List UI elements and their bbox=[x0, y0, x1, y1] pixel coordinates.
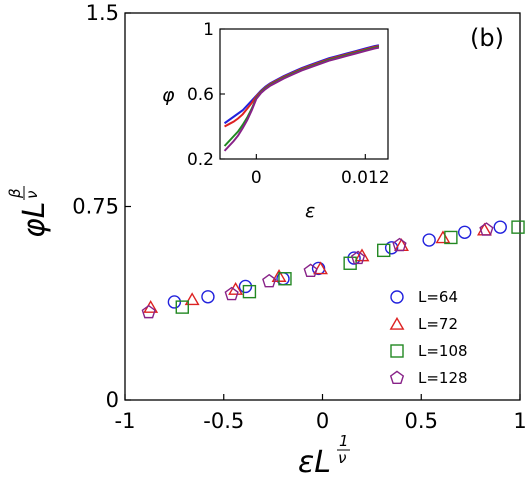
panel-label: (b) bbox=[470, 24, 504, 52]
x-tick-label: 1 bbox=[513, 409, 526, 433]
data-point-l-64 bbox=[458, 225, 472, 240]
data-point-l-108 bbox=[278, 272, 292, 286]
data-point-l-108 bbox=[377, 243, 391, 258]
x-tick-label: -0.5 bbox=[203, 409, 244, 433]
data-point-l-64 bbox=[422, 233, 436, 247]
legend-label: L=128 bbox=[418, 369, 468, 387]
x-tick-label: 0.5 bbox=[405, 409, 438, 433]
legend-marker bbox=[389, 316, 405, 330]
data-point-l-72 bbox=[435, 230, 451, 244]
y-tick-label: 0.75 bbox=[72, 195, 119, 219]
legend-label: L=72 bbox=[418, 315, 458, 333]
x-tick-label: -1 bbox=[115, 409, 136, 433]
data-point-l-108 bbox=[444, 230, 458, 245]
legend: L=64 L=72 L=108 L=128 bbox=[389, 288, 468, 387]
y-tick-label: 0 bbox=[106, 388, 119, 412]
inset-series-line bbox=[223, 46, 380, 152]
data-point-l-108 bbox=[175, 300, 189, 314]
y-axis-label: φL β ν bbox=[6, 186, 52, 238]
inset-axis-ticks: 0 0.012 0.2 0.6 1 bbox=[187, 20, 390, 188]
x-axis-label-exponent-bottom: ν bbox=[338, 449, 346, 467]
y-axis-label-exponent-top: β bbox=[6, 188, 24, 199]
legend-label: L=108 bbox=[418, 342, 468, 360]
data-point-l-128 bbox=[262, 273, 277, 288]
data-point-l-72 bbox=[354, 248, 370, 262]
data-point-l-128 bbox=[479, 222, 494, 236]
data-point-l-108 bbox=[242, 284, 257, 299]
data-point-l-108 bbox=[511, 220, 525, 234]
data-point-l-128 bbox=[224, 286, 239, 301]
legend-marker bbox=[390, 344, 404, 358]
x-axis-label-base: εL bbox=[298, 445, 331, 480]
inset-curves bbox=[223, 44, 380, 152]
legend-label: L=64 bbox=[418, 288, 458, 306]
inset-x-axis-label: ε bbox=[305, 200, 315, 222]
inset-x-tick-label: 0 bbox=[251, 168, 262, 188]
legend-marker bbox=[389, 370, 405, 385]
data-point-l-64 bbox=[167, 295, 182, 309]
data-point-l-128 bbox=[350, 250, 366, 265]
data-point-l-72 bbox=[184, 292, 200, 306]
data-point-l-128 bbox=[141, 304, 156, 319]
y-axis-label-base: φL bbox=[17, 201, 52, 238]
x-axis-label: εL 1 ν bbox=[298, 432, 350, 480]
inset-y-tick-label: 1 bbox=[203, 20, 214, 40]
inset-y-axis-label: φ bbox=[162, 84, 175, 106]
y-tick-label: 1.5 bbox=[86, 1, 119, 25]
data-point-l-64 bbox=[238, 279, 253, 294]
data-point-l-64 bbox=[384, 241, 399, 255]
legend-marker bbox=[390, 290, 404, 304]
x-axis-label-exponent-top: 1 bbox=[339, 432, 349, 450]
y-axis-label-exponent-bottom: ν bbox=[23, 191, 41, 199]
data-point-l-128 bbox=[392, 237, 407, 252]
data-point-l-64 bbox=[493, 220, 507, 234]
inset-y-tick-label: 0.2 bbox=[187, 150, 214, 170]
data-point-l-128 bbox=[303, 263, 318, 278]
x-tick-label: 0 bbox=[316, 409, 329, 433]
main-axis-ticks: -1 -0.5 0 0.5 1 0 0.75 1.5 bbox=[72, 1, 526, 433]
data-point-l-72 bbox=[313, 261, 328, 275]
inset-x-tick-label: 0.012 bbox=[341, 168, 390, 188]
data-point-l-64 bbox=[201, 290, 215, 304]
inset-y-tick-label: 0.6 bbox=[187, 85, 214, 105]
main-data-points bbox=[141, 220, 525, 319]
